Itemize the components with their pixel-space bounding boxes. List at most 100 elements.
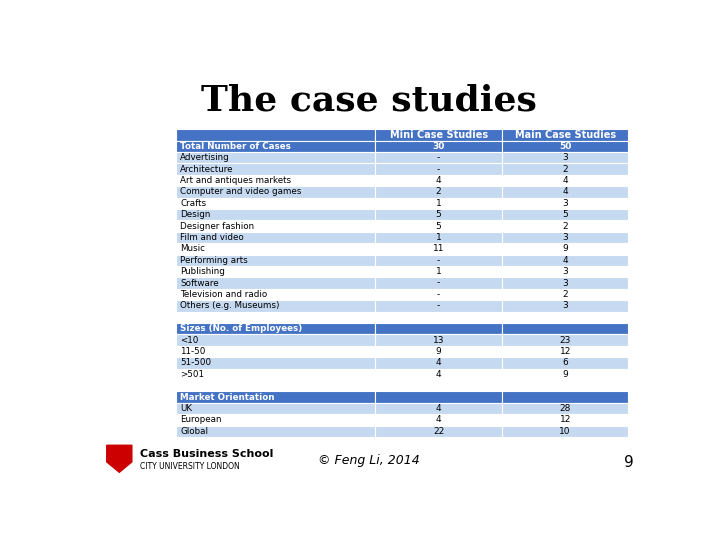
Text: 5: 5 bbox=[562, 210, 568, 219]
Bar bbox=[375, 392, 502, 403]
Bar bbox=[375, 198, 502, 209]
Text: The case studies: The case studies bbox=[201, 84, 537, 118]
Text: Others (e.g. Museums): Others (e.g. Museums) bbox=[181, 301, 280, 310]
Text: 4: 4 bbox=[436, 404, 441, 413]
Text: -: - bbox=[437, 165, 440, 174]
Text: Publishing: Publishing bbox=[181, 267, 225, 276]
Bar bbox=[176, 186, 375, 198]
Text: 5: 5 bbox=[436, 210, 441, 219]
Bar bbox=[375, 426, 502, 437]
Bar bbox=[375, 209, 502, 220]
Text: Film and video: Film and video bbox=[181, 233, 244, 242]
Bar bbox=[502, 357, 629, 369]
Text: 2: 2 bbox=[562, 165, 568, 174]
Bar bbox=[375, 164, 502, 175]
Text: 4: 4 bbox=[436, 176, 441, 185]
Text: Advertising: Advertising bbox=[181, 153, 230, 162]
Text: 6: 6 bbox=[562, 359, 568, 367]
Text: 3: 3 bbox=[562, 279, 568, 288]
Bar bbox=[502, 140, 629, 152]
Bar bbox=[502, 129, 629, 140]
Text: Sizes (No. of Employees): Sizes (No. of Employees) bbox=[181, 324, 302, 333]
Text: © Feng Li, 2014: © Feng Li, 2014 bbox=[318, 454, 420, 467]
Bar bbox=[176, 220, 375, 232]
Bar bbox=[502, 403, 629, 414]
Text: Art and antiques markets: Art and antiques markets bbox=[181, 176, 292, 185]
Bar bbox=[176, 312, 375, 323]
Bar bbox=[176, 357, 375, 369]
Text: 12: 12 bbox=[559, 415, 571, 424]
Bar bbox=[375, 186, 502, 198]
Bar bbox=[176, 209, 375, 220]
Text: Architecture: Architecture bbox=[181, 165, 234, 174]
Bar bbox=[176, 175, 375, 186]
Bar bbox=[375, 278, 502, 289]
Text: Crafts: Crafts bbox=[181, 199, 207, 208]
Text: 50: 50 bbox=[559, 142, 572, 151]
Text: 3: 3 bbox=[562, 301, 568, 310]
Bar bbox=[502, 426, 629, 437]
Text: Performing arts: Performing arts bbox=[181, 256, 248, 265]
Text: 9: 9 bbox=[436, 347, 441, 356]
Text: -: - bbox=[437, 279, 440, 288]
Bar bbox=[502, 414, 629, 426]
Text: 3: 3 bbox=[562, 153, 568, 162]
Text: 9: 9 bbox=[562, 370, 568, 379]
Text: 3: 3 bbox=[562, 267, 568, 276]
Text: Total Number of Cases: Total Number of Cases bbox=[181, 142, 292, 151]
Text: 3: 3 bbox=[562, 233, 568, 242]
Bar bbox=[502, 175, 629, 186]
Bar bbox=[375, 232, 502, 243]
Bar bbox=[176, 414, 375, 426]
Text: CITY UNIVERSITY LONDON: CITY UNIVERSITY LONDON bbox=[140, 462, 240, 470]
Bar bbox=[375, 369, 502, 380]
Text: 4: 4 bbox=[562, 187, 568, 197]
Text: 5: 5 bbox=[436, 221, 441, 231]
Bar bbox=[502, 323, 629, 334]
Text: 3: 3 bbox=[562, 199, 568, 208]
Text: -: - bbox=[437, 153, 440, 162]
Text: 10: 10 bbox=[559, 427, 571, 436]
Bar bbox=[502, 209, 629, 220]
Bar bbox=[502, 254, 629, 266]
Text: Cass Business School: Cass Business School bbox=[140, 449, 274, 458]
Bar bbox=[176, 426, 375, 437]
Bar bbox=[375, 357, 502, 369]
Text: 1: 1 bbox=[436, 199, 441, 208]
Text: 4: 4 bbox=[436, 415, 441, 424]
Text: 1: 1 bbox=[436, 267, 441, 276]
Text: 11-50: 11-50 bbox=[181, 347, 206, 356]
Bar bbox=[176, 323, 375, 334]
Bar bbox=[375, 129, 502, 140]
Bar bbox=[375, 300, 502, 312]
Bar bbox=[176, 266, 375, 278]
Bar bbox=[502, 164, 629, 175]
Bar bbox=[176, 198, 375, 209]
Text: 9: 9 bbox=[562, 245, 568, 253]
Bar bbox=[375, 323, 502, 334]
Text: >501: >501 bbox=[181, 370, 204, 379]
Text: 2: 2 bbox=[436, 187, 441, 197]
Text: Market Orientation: Market Orientation bbox=[181, 393, 275, 402]
Bar bbox=[375, 254, 502, 266]
Bar bbox=[502, 243, 629, 254]
Bar bbox=[375, 380, 502, 392]
Text: Design: Design bbox=[181, 210, 211, 219]
Text: 4: 4 bbox=[562, 256, 568, 265]
Text: -: - bbox=[437, 256, 440, 265]
Text: Mini Case Studies: Mini Case Studies bbox=[390, 130, 487, 140]
Polygon shape bbox=[107, 446, 132, 472]
Text: 22: 22 bbox=[433, 427, 444, 436]
Bar bbox=[375, 220, 502, 232]
Bar bbox=[502, 186, 629, 198]
Text: 1: 1 bbox=[436, 233, 441, 242]
Text: 11: 11 bbox=[433, 245, 444, 253]
Bar bbox=[176, 300, 375, 312]
Text: Computer and video games: Computer and video games bbox=[181, 187, 302, 197]
Text: -: - bbox=[437, 290, 440, 299]
Bar bbox=[375, 243, 502, 254]
Bar bbox=[375, 334, 502, 346]
Bar bbox=[502, 346, 629, 357]
Text: 28: 28 bbox=[559, 404, 571, 413]
Text: 9: 9 bbox=[624, 455, 634, 470]
